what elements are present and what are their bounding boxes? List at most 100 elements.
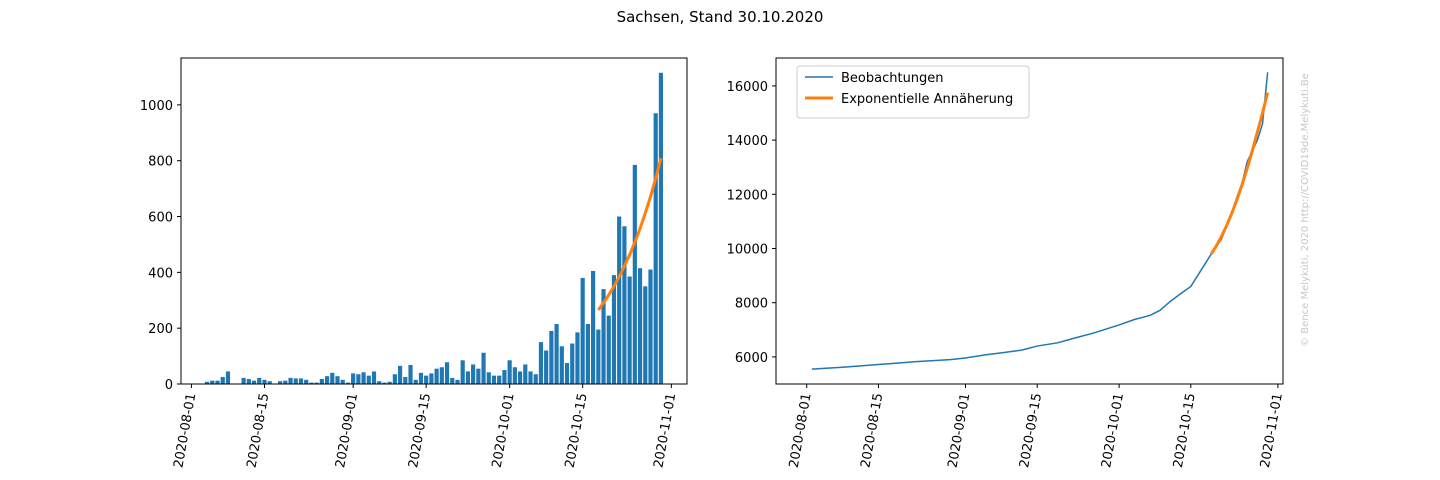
bar (403, 377, 408, 384)
bar (429, 373, 434, 384)
bar (288, 377, 293, 384)
bar (293, 378, 298, 384)
bar (366, 375, 371, 384)
bar (455, 379, 460, 384)
line (1210, 92, 1270, 255)
bar (507, 360, 512, 384)
x-tick-label: 2020-10-01 (1099, 392, 1127, 469)
bar (267, 381, 272, 384)
bar (309, 382, 314, 384)
x-tick-label: 2020-09-15 (406, 392, 434, 469)
bar (356, 374, 361, 384)
bar (601, 289, 606, 384)
y-tick-label: 200 (148, 322, 173, 337)
legend-label: Exponentielle Annäherung (841, 92, 1013, 107)
bar (570, 343, 575, 384)
x-tick-label: 2020-08-15 (245, 392, 273, 469)
bar (304, 379, 309, 384)
bar (481, 352, 486, 384)
bar (533, 374, 538, 384)
bar (528, 371, 533, 384)
x-tick-label: 2020-10-01 (490, 392, 518, 469)
bar (486, 372, 491, 384)
bar (278, 381, 283, 384)
x-tick-label: 2020-11-01 (1258, 392, 1286, 469)
bar (345, 382, 351, 384)
legend-box (796, 65, 1030, 119)
x-tick-label: 2020-09-01 (333, 392, 361, 469)
bar (497, 375, 502, 384)
bar (538, 342, 544, 384)
bar (340, 379, 345, 384)
bar (544, 350, 549, 384)
y-tick-label: 8000 (735, 297, 768, 312)
bar (585, 323, 590, 384)
bar (512, 367, 517, 384)
bar (444, 362, 450, 384)
bar (434, 368, 439, 384)
bar (210, 380, 215, 384)
bar (648, 269, 653, 384)
bar (606, 315, 611, 384)
bar (658, 72, 664, 384)
bar (257, 377, 262, 384)
bar (298, 378, 304, 384)
bar (637, 268, 643, 384)
axes: 6000 8000 10000 12000 14000 16000 2020-08-01 20… (727, 57, 1286, 469)
bar (382, 382, 387, 384)
bar (580, 277, 585, 384)
bar (653, 113, 658, 384)
bar (559, 346, 564, 384)
axes-frame (775, 57, 1284, 385)
y-tick-label: 12000 (727, 188, 768, 203)
bar (377, 381, 382, 384)
x-tick-label: 2020-09-01 (946, 392, 974, 469)
x-tick-label: 2020-10-15 (1171, 392, 1199, 469)
bar (465, 371, 470, 384)
bar (476, 368, 481, 384)
y-tick-label: 0 (165, 378, 173, 393)
x-tick-label: 2020-08-01 (787, 392, 815, 469)
bar (361, 372, 366, 384)
bar (632, 164, 637, 384)
bar (617, 216, 622, 384)
bar (517, 371, 523, 384)
bar (418, 372, 424, 384)
bar (251, 380, 257, 384)
bar (413, 379, 418, 384)
bar (471, 364, 476, 384)
x-tick-label: 2020-08-01 (171, 392, 199, 469)
bar (564, 363, 570, 384)
y-tick-label: 800 (148, 155, 173, 170)
bar (460, 360, 465, 384)
bar (554, 323, 559, 384)
bar (502, 370, 507, 384)
bar (627, 276, 632, 384)
x-tick-label: 2020-10-15 (563, 392, 591, 469)
bar (371, 371, 377, 384)
bar (283, 380, 288, 384)
y-tick-label: 600 (148, 211, 173, 226)
bar (241, 377, 246, 384)
bar (314, 382, 319, 384)
y-tick-label: 14000 (727, 134, 768, 149)
bar (398, 365, 403, 384)
bar (335, 376, 340, 384)
bar (643, 286, 648, 384)
bar (215, 380, 220, 384)
bar (622, 226, 627, 384)
axes-frame (180, 57, 688, 385)
bar (330, 372, 335, 384)
y-tick-label: 400 (148, 266, 173, 281)
bar (424, 375, 429, 384)
watermark: © Bence Melykúti, 2020 http://COVID19de.… (1299, 73, 1311, 347)
x-tick-label: 2020-11-01 (651, 392, 679, 469)
bar (439, 367, 444, 384)
axes: 0 200 400 600 800 1000 2020-08-01 2020-08-15 202… (140, 57, 688, 469)
bar (491, 375, 497, 384)
y-tick-label: 1000 (140, 99, 173, 114)
bar (575, 332, 580, 384)
bar (450, 377, 455, 384)
bar (611, 275, 617, 384)
